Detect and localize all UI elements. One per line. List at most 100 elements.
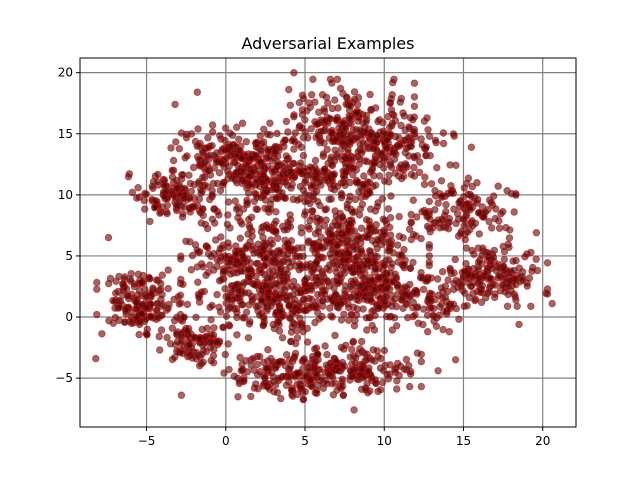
data-point <box>416 158 424 166</box>
data-point <box>140 196 148 205</box>
data-point <box>193 246 201 254</box>
data-point <box>195 195 204 203</box>
data-point <box>330 171 338 180</box>
data-point <box>407 219 415 227</box>
data-point <box>405 123 413 131</box>
data-point <box>469 222 477 230</box>
data-point <box>366 131 375 139</box>
data-point <box>317 127 326 135</box>
data-point <box>382 312 391 321</box>
data-point <box>439 223 447 231</box>
data-point <box>439 129 448 137</box>
data-point <box>342 341 350 349</box>
data-point <box>413 213 421 221</box>
data-point <box>527 248 535 257</box>
data-point <box>352 354 360 362</box>
data-point <box>210 324 218 332</box>
data-point <box>386 123 394 131</box>
data-point <box>153 177 162 186</box>
data-point <box>300 306 308 314</box>
data-point <box>475 274 483 282</box>
data-point <box>451 356 460 364</box>
data-point <box>234 393 242 401</box>
data-point <box>216 131 224 140</box>
data-point <box>425 197 433 206</box>
data-point <box>401 136 409 144</box>
data-point <box>188 354 197 362</box>
data-point <box>400 260 408 269</box>
data-point <box>344 145 352 154</box>
data-point <box>291 129 299 137</box>
data-point <box>356 345 364 353</box>
data-point <box>307 181 315 189</box>
data-point <box>375 274 383 282</box>
y-tick-label: 20 <box>58 66 73 80</box>
data-point <box>244 334 253 342</box>
data-point <box>307 125 315 133</box>
data-point <box>168 166 176 175</box>
data-point <box>366 90 374 99</box>
data-point <box>331 96 339 104</box>
data-point <box>253 205 262 214</box>
data-point <box>259 321 268 329</box>
data-point <box>431 192 440 200</box>
data-point <box>328 313 336 321</box>
data-point <box>355 211 364 219</box>
data-point <box>258 297 266 305</box>
data-point <box>363 232 372 241</box>
data-point <box>452 219 460 228</box>
data-point <box>328 129 336 137</box>
data-point <box>421 173 429 181</box>
data-point <box>195 335 204 343</box>
data-point <box>367 262 375 270</box>
data-point <box>224 211 232 219</box>
data-point <box>301 388 309 396</box>
data-point <box>367 205 375 213</box>
data-point <box>290 113 298 121</box>
data-point <box>192 313 200 321</box>
data-point <box>280 194 289 202</box>
data-point <box>109 296 117 305</box>
data-point <box>399 234 407 242</box>
data-point <box>233 257 241 265</box>
data-point <box>299 365 307 373</box>
data-point <box>396 98 404 106</box>
data-point <box>314 273 322 282</box>
data-point <box>158 290 166 299</box>
data-point <box>473 178 481 187</box>
data-point <box>280 159 289 168</box>
data-point <box>339 391 348 399</box>
data-point <box>225 365 233 374</box>
data-point <box>174 293 182 301</box>
data-point <box>362 215 371 224</box>
data-point <box>350 406 358 414</box>
data-point <box>375 303 383 311</box>
data-point <box>341 124 349 132</box>
data-point <box>204 243 212 252</box>
data-point <box>210 205 218 213</box>
data-point <box>431 206 439 214</box>
data-point <box>287 328 296 336</box>
data-point <box>353 108 361 117</box>
data-point <box>264 294 273 303</box>
data-point <box>265 267 274 276</box>
data-point <box>402 355 411 364</box>
data-point <box>237 154 246 163</box>
data-point <box>422 143 430 151</box>
data-point <box>349 338 357 346</box>
data-point <box>478 251 486 260</box>
data-point <box>330 181 338 190</box>
data-point <box>331 331 339 340</box>
data-point <box>468 182 477 191</box>
data-point <box>438 293 447 302</box>
data-point <box>325 370 334 378</box>
data-point <box>342 168 350 176</box>
data-point <box>393 385 401 393</box>
data-point <box>264 147 272 155</box>
data-point <box>296 252 304 261</box>
data-point <box>410 79 419 87</box>
data-point <box>154 170 162 179</box>
data-point <box>267 302 275 310</box>
data-point <box>219 323 227 331</box>
data-point <box>532 255 540 263</box>
